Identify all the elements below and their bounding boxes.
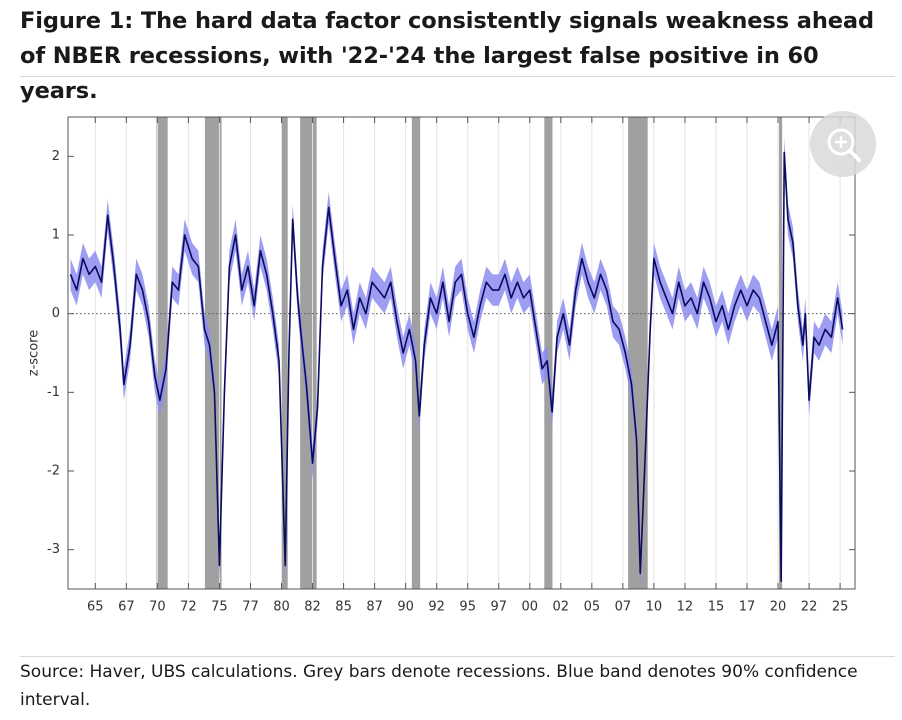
y-tick-label: -1 <box>47 385 60 400</box>
x-tick-label: 25 <box>832 600 849 615</box>
x-tick-label: 82 <box>304 600 321 615</box>
x-tick-label: 65 <box>87 600 104 615</box>
grid-layer <box>68 117 855 589</box>
divider <box>20 656 895 657</box>
x-tick-label: 10 <box>646 600 663 615</box>
x-tick-label: 20 <box>770 600 787 615</box>
recession-bar <box>156 117 168 589</box>
confidence-band <box>70 136 843 589</box>
x-tick-label: 02 <box>553 600 570 615</box>
recession-bar <box>281 117 288 589</box>
x-tick-label: 17 <box>739 600 756 615</box>
x-tick-label: 05 <box>584 600 601 615</box>
x-tick-label: 77 <box>242 600 259 615</box>
x-tick-label: 15 <box>708 600 725 615</box>
x-tick-label: 00 <box>521 600 538 615</box>
x-tick-label: 95 <box>459 600 476 615</box>
y-tick-label: -3 <box>47 542 60 557</box>
data-layer <box>69 136 844 589</box>
zoom-handle <box>848 149 861 162</box>
x-tick-label: 90 <box>397 600 414 615</box>
zoom-circle[interactable] <box>810 111 876 177</box>
x-tick-label: 92 <box>428 600 445 615</box>
x-tick-label: 75 <box>211 600 228 615</box>
x-tick-label: 67 <box>118 600 135 615</box>
axes-layer: 65 67 70 72 75 77 80 82 85 87 90 92 95 97 00 02 05 07 10 12… <box>47 117 855 615</box>
x-tick-label: 97 <box>490 600 507 615</box>
chart-title: Figure 1: The hard data factor consisten… <box>20 8 874 104</box>
x-tick-label: 12 <box>677 600 694 615</box>
zoom-lens <box>827 128 855 156</box>
recession-bar <box>779 117 783 589</box>
y-axis-label: z-score <box>27 330 42 376</box>
chart: 65 67 70 72 75 77 80 82 85 87 90 92 95 97 00 02 05 07 10 12… <box>27 111 876 615</box>
zoom-button[interactable] <box>810 111 876 177</box>
x-tick-label: 70 <box>149 600 166 615</box>
y-tick-label: -2 <box>47 464 60 479</box>
y-tick-label: 0 <box>52 306 60 321</box>
x-tick-label: 22 <box>801 600 818 615</box>
x-tick-label: 80 <box>273 600 290 615</box>
x-tick-label: 07 <box>615 600 632 615</box>
y-tick-label: 1 <box>52 228 60 243</box>
x-tick-label: 87 <box>366 600 383 615</box>
plot-frame <box>67 116 856 590</box>
data-line <box>69 151 844 582</box>
source-note: Source: Haver, UBS calculations. Grey ba… <box>20 662 858 710</box>
x-tick-label: 85 <box>335 600 352 615</box>
y-tick-label: 2 <box>52 149 60 164</box>
recession-bar <box>544 117 553 589</box>
x-tick-label: 72 <box>180 600 197 615</box>
recession-bar <box>628 117 648 589</box>
divider <box>20 76 895 77</box>
